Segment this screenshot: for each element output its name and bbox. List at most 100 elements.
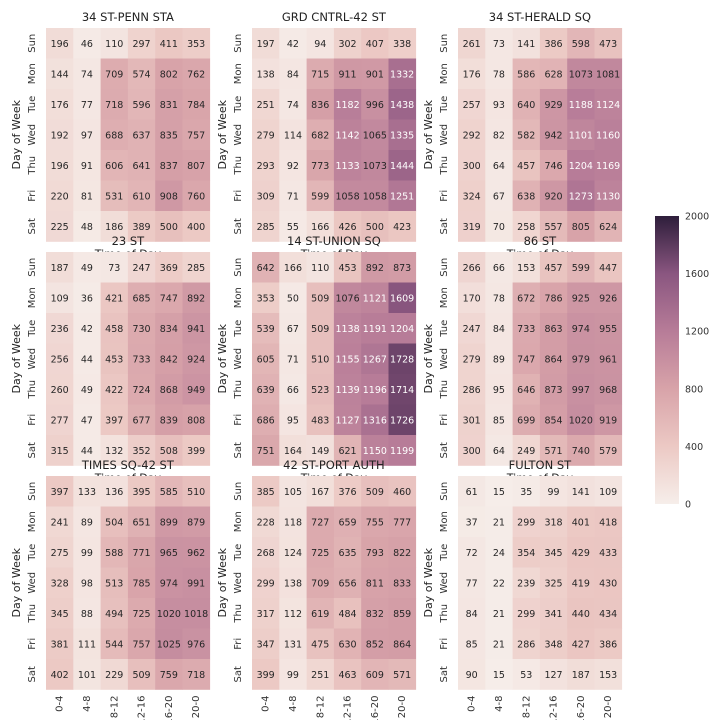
cell-value-label: 66: [493, 263, 505, 274]
heatmap-cell: [252, 476, 280, 507]
cell-value-label: 99: [81, 548, 93, 559]
cell-value-label: 1101: [569, 130, 593, 141]
heatmap-cell: [388, 252, 417, 283]
y-tick-label: Thu: [439, 156, 450, 176]
cell-value-label: 77: [466, 578, 478, 589]
cell-value-label: 508: [160, 446, 178, 457]
cell-value-label: 586: [517, 69, 535, 80]
cell-value-label: 457: [544, 263, 562, 274]
y-tick-label: Tue: [27, 320, 38, 338]
heatmap-cell: [252, 404, 280, 436]
cell-value-label: 656: [338, 578, 356, 589]
y-tick-label: Mon: [233, 287, 244, 308]
cell-value-label: 98: [81, 578, 93, 589]
heatmap-cell: [46, 282, 74, 314]
heatmap-cell: [73, 313, 101, 344]
cell-value-label: 166: [311, 222, 329, 233]
cell-value-label: 247: [463, 324, 481, 335]
cell-value-label: 15: [493, 487, 505, 498]
heatmap-cell: [512, 119, 541, 151]
heatmap-panel: TIMES SQ-42 ST 397 133 136 395 585 510 241 89 504…: [10, 458, 211, 720]
heatmap-cell: [252, 343, 280, 375]
y-tick-label: Wed: [27, 348, 38, 370]
cell-value-label: 962: [187, 548, 205, 559]
heatmap-cell: [182, 313, 211, 344]
heatmap-cell: [361, 567, 389, 599]
heatmap-cell: [182, 89, 211, 120]
y-tick-label: Fri: [233, 190, 244, 202]
heatmap-cell: [458, 435, 486, 466]
y-tick-label: Sun: [233, 34, 244, 53]
y-tick-label: Tue: [27, 544, 38, 562]
colorbar-tick-label: 0: [685, 500, 691, 511]
heatmap-cell: [252, 89, 280, 120]
heatmap-cell: [361, 628, 389, 660]
x-tick-label: 20-0: [603, 696, 614, 719]
heatmap-cell: [485, 313, 513, 344]
cell-value-label: 621: [338, 446, 356, 457]
cell-value-label: 941: [187, 324, 205, 335]
heatmap-cell: [279, 506, 307, 538]
heatmap-cell: [594, 58, 623, 90]
cell-value-label: 539: [257, 324, 275, 335]
heatmap-cell: [46, 252, 74, 283]
heatmap-cell: [279, 282, 307, 314]
heatmap-cell: [361, 28, 389, 59]
cell-value-label: 400: [187, 222, 205, 233]
cell-value-label: 483: [311, 415, 329, 426]
cell-value-label: 348: [544, 639, 562, 650]
heatmap-cell: [127, 374, 156, 405]
heatmap-cell: [388, 628, 417, 660]
cell-value-label: 582: [517, 130, 535, 141]
cell-value-label: 509: [311, 324, 329, 335]
heatmap-cell: [279, 567, 307, 599]
heatmap-cell: [46, 435, 74, 466]
y-tick-label: Fri: [233, 414, 244, 426]
heatmap-cell: [279, 537, 307, 568]
cell-value-label: 132: [105, 446, 123, 457]
cell-value-label: 1267: [363, 354, 387, 365]
cell-value-label: 1273: [569, 191, 593, 202]
cell-value-label: 842: [160, 354, 178, 365]
cell-value-label: 574: [132, 69, 150, 80]
heatmap-cell: [155, 598, 183, 629]
cell-value-label: 605: [257, 354, 275, 365]
cell-value-label: 77: [81, 100, 93, 111]
heatmap-cell: [539, 150, 568, 181]
y-tick-label: Sat: [27, 442, 38, 458]
heatmap-panel: 34 ST-HERALD SQ 261 73 141 386 598 473 176 78 586…: [422, 10, 623, 261]
y-tick-label: Fri: [233, 638, 244, 650]
cell-value-label: 42: [287, 39, 299, 50]
heatmap-cell: [594, 659, 623, 690]
cell-value-label: 70: [493, 222, 505, 233]
heatmap-cell: [46, 28, 74, 59]
heatmap-cell: [512, 58, 541, 90]
cell-value-label: 317: [257, 609, 275, 620]
x-tick-label: 8-12: [109, 696, 120, 719]
y-tick-label: Wed: [439, 348, 450, 370]
y-tick-label: Tue: [439, 96, 450, 114]
cell-value-label: 81: [81, 191, 93, 202]
heatmap-cell: [279, 435, 307, 466]
cell-value-label: 901: [366, 69, 384, 80]
heatmap-cell: [182, 598, 211, 629]
cell-value-label: 659: [338, 517, 356, 528]
cell-value-label: 852: [366, 639, 384, 650]
cell-value-label: 285: [187, 263, 205, 274]
cell-value-label: 510: [311, 354, 329, 365]
heatmap-cell: [333, 567, 362, 599]
cell-value-label: 24: [493, 548, 505, 559]
heatmap-cell: [485, 476, 513, 507]
cell-value-label: 110: [105, 39, 123, 50]
heatmap-cell: [361, 89, 389, 120]
cell-value-label: 835: [160, 130, 178, 141]
cell-value-label: 275: [51, 548, 69, 559]
x-tick-label: 0-4: [55, 696, 66, 712]
heatmap-cell: [155, 567, 183, 599]
cell-value-label: 73: [108, 263, 120, 274]
cell-value-label: 836: [311, 100, 329, 111]
cell-value-label: 873: [544, 385, 562, 396]
cell-value-label: 531: [105, 191, 123, 202]
cell-value-label: 196: [51, 161, 69, 172]
cell-value-label: 1714: [390, 385, 414, 396]
